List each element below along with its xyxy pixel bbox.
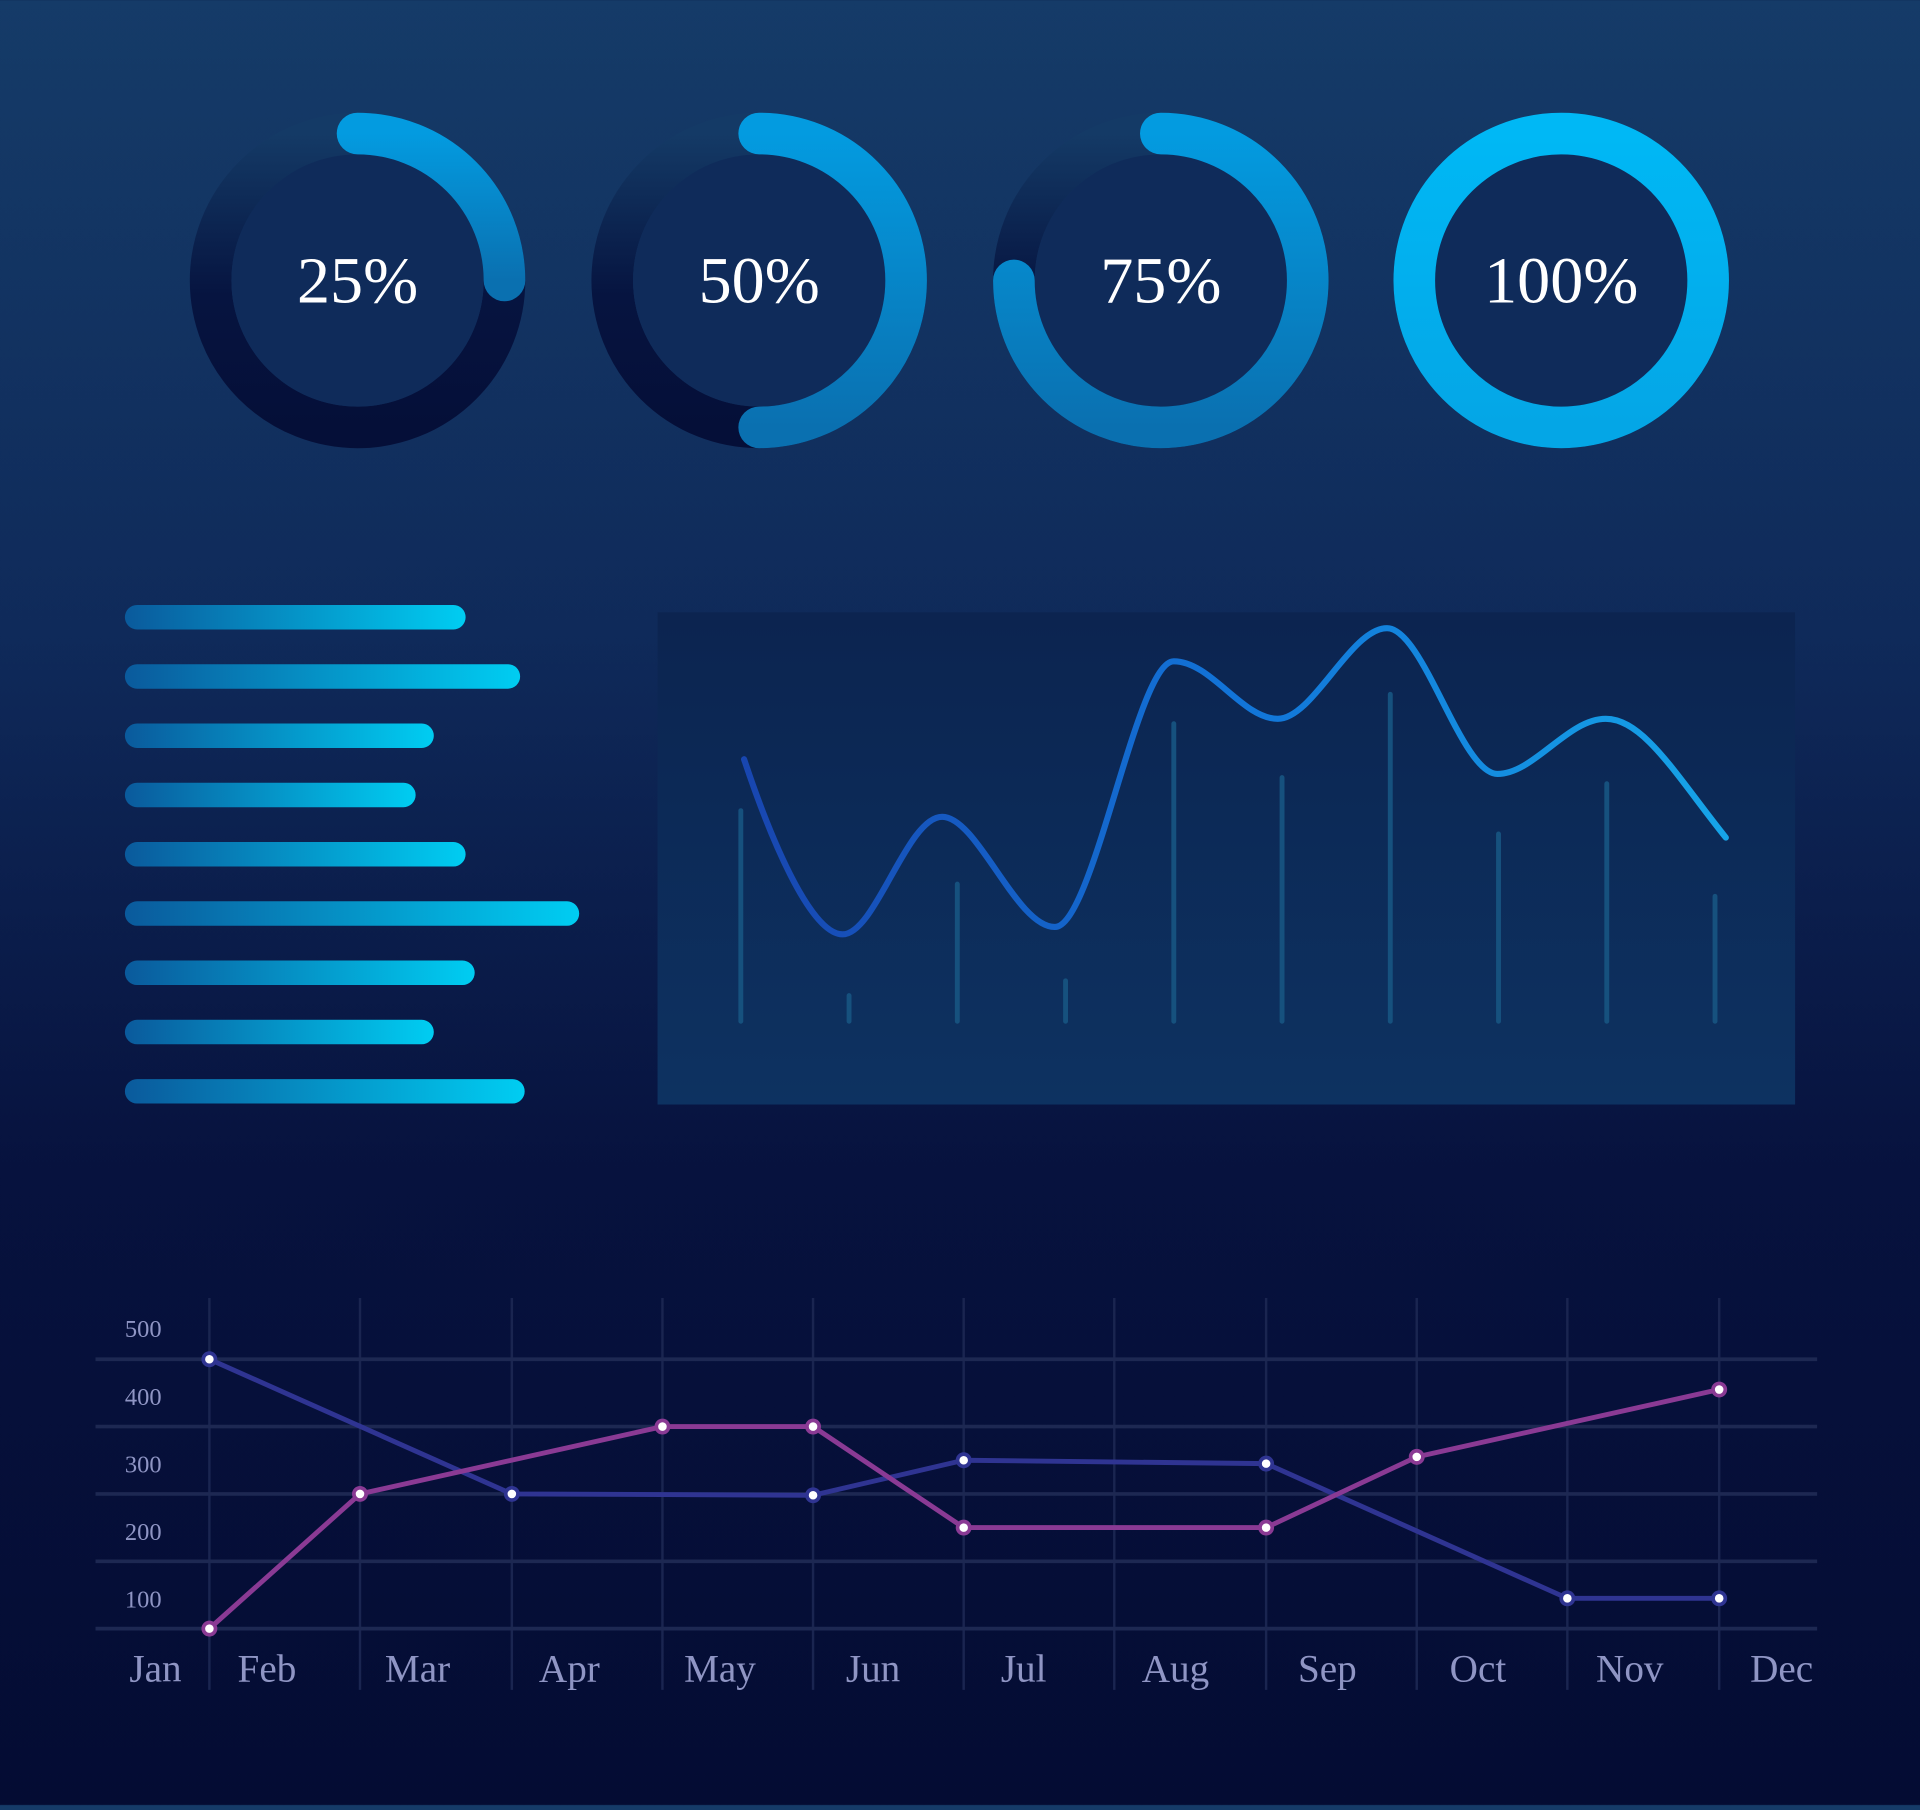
y-tick-label: 500 — [125, 1316, 162, 1343]
horizontal-bar — [124, 842, 466, 867]
donut-arc — [1393, 112, 1729, 449]
donut-percent-label: 25% — [297, 245, 418, 318]
wave-chart — [657, 612, 1796, 1105]
x-tick-label: Mar — [385, 1647, 450, 1690]
x-tick-label: Dec — [1750, 1647, 1813, 1690]
data-point-purple — [352, 1485, 368, 1502]
x-tick-label: Jan — [129, 1647, 181, 1690]
data-point-blue — [955, 1452, 972, 1469]
data-point-blue — [805, 1487, 822, 1504]
data-point-blue — [503, 1485, 520, 1502]
y-tick-label: 300 — [125, 1451, 162, 1478]
x-tick-label: Apr — [539, 1647, 600, 1690]
data-point-purple — [654, 1418, 671, 1435]
x-tick-label: May — [684, 1647, 756, 1690]
y-tick-label: 400 — [125, 1384, 162, 1411]
data-point-blue — [1711, 1590, 1728, 1607]
horizontal-bar — [124, 664, 521, 689]
data-point-purple — [955, 1519, 972, 1536]
donut-25: 25% — [189, 112, 526, 449]
wave-chart-curve — [741, 625, 1729, 938]
donut-progress-group: 25% 50% 75% 100% — [189, 112, 1729, 449]
donut-percent-label: 50% — [699, 245, 820, 318]
y-tick-label: 100 — [125, 1587, 162, 1614]
donut-center — [231, 154, 484, 407]
donut-center — [1034, 154, 1287, 407]
donut-percent-label: 100% — [1484, 245, 1638, 318]
data-point-purple — [805, 1418, 822, 1435]
horizontal-bar — [124, 1079, 525, 1104]
donut-percent-label: 75% — [1100, 245, 1221, 318]
donut-50: 50% — [591, 112, 927, 449]
donut-center — [633, 154, 886, 407]
horizontal-bar — [124, 782, 416, 808]
donut-arc — [336, 112, 526, 302]
horizontal-bar — [124, 901, 580, 926]
x-tick-label: Feb — [238, 1647, 297, 1690]
horizontal-bar — [124, 604, 466, 630]
data-point-blue — [1258, 1455, 1275, 1472]
horizontal-bar — [124, 960, 475, 986]
donut-arc — [993, 112, 1329, 449]
horizontal-bar — [124, 723, 434, 748]
x-tick-label: Oct — [1450, 1647, 1507, 1690]
donut-100: 100% — [1393, 112, 1729, 449]
x-tick-label: Sep — [1298, 1647, 1357, 1690]
data-point-purple — [1408, 1448, 1425, 1465]
data-point-blue — [201, 1351, 218, 1368]
monthly-line-chart: 500 400 300 200 100 Jan Feb Mar Apr May Jun Jul Aug S… — [95, 1298, 1818, 1690]
series-line-purple — [207, 1387, 1720, 1631]
data-point-purple — [201, 1620, 218, 1637]
y-tick-label: 200 — [125, 1519, 162, 1546]
data-point-purple — [1258, 1519, 1275, 1536]
x-tick-label: Nov — [1596, 1647, 1664, 1690]
x-tick-label: Aug — [1142, 1647, 1209, 1690]
x-tick-label: Jun — [846, 1647, 900, 1690]
x-tick-label: Jul — [1001, 1647, 1047, 1690]
donut-center — [1435, 154, 1688, 407]
horizontal-bar-chart — [124, 604, 580, 1104]
donut-arc — [738, 112, 927, 449]
data-point-blue — [1559, 1590, 1576, 1607]
horizontal-bar — [124, 1019, 434, 1045]
donut-75: 75% — [993, 112, 1329, 449]
data-point-purple — [1711, 1381, 1728, 1398]
